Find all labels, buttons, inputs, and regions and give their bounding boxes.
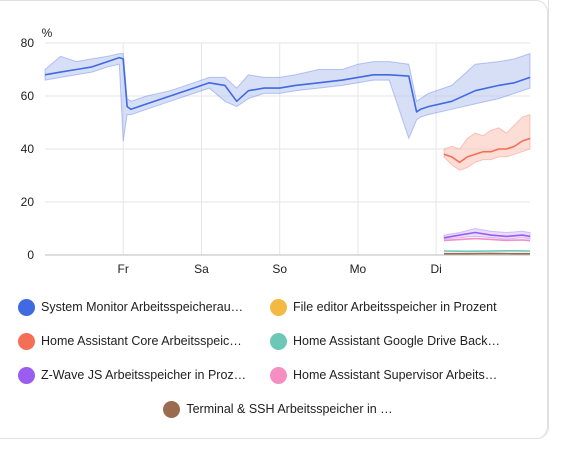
- series-line: [44, 56, 531, 113]
- legend-label: Home Assistant Supervisor Arbeits…: [293, 368, 498, 382]
- legend-swatch-icon: [163, 400, 181, 418]
- y-tick-label: 60: [21, 89, 35, 103]
- legend-item-ha-core[interactable]: Home Assistant Core Arbeitsspeic…: [18, 332, 270, 350]
- x-tick-label: Mo: [350, 262, 367, 276]
- x-tick-label: So: [272, 262, 287, 276]
- series-range-band: [44, 52, 531, 142]
- y-tick-label: 20: [21, 195, 35, 209]
- legend-swatch-icon: [270, 366, 287, 384]
- legend-row: Z-Wave JS Arbeitsspeicher in Proz… Home …: [18, 358, 538, 392]
- legend-row: Terminal & SSH Arbeitsspeicher in …: [18, 392, 538, 426]
- y-tick-label: 40: [21, 142, 35, 156]
- legend-item-file-editor[interactable]: File editor Arbeitsspeicher in Prozent: [270, 298, 522, 316]
- series-range-band: [443, 113, 531, 171]
- series-line: [443, 237, 531, 242]
- series-line: [443, 137, 531, 164]
- x-tick-label: Di: [430, 262, 441, 276]
- legend-swatch-icon: [18, 298, 35, 316]
- legend-row: System Monitor Arbeitsspeicherau… File e…: [18, 290, 538, 324]
- legend-item-system-monitor[interactable]: System Monitor Arbeitsspeicherau…: [18, 298, 270, 316]
- line-chart: 0 20 40 60 80 Fr Sa So Mo Di%: [21, 26, 531, 276]
- legend-label: Z-Wave JS Arbeitsspeicher in Proz…: [41, 368, 247, 382]
- legend-swatch-icon: [270, 298, 287, 316]
- legend-label: File editor Arbeitsspeicher in Prozent: [293, 300, 497, 314]
- legend-item-zwave-js[interactable]: Z-Wave JS Arbeitsspeicher in Proz…: [18, 366, 270, 384]
- legend-swatch-icon: [18, 366, 35, 384]
- legend-item-supervisor[interactable]: Home Assistant Supervisor Arbeits…: [270, 366, 522, 384]
- legend-label: System Monitor Arbeitsspeicherau…: [41, 300, 244, 314]
- legend-label: Home Assistant Google Drive Back…: [293, 334, 501, 348]
- y-tick-label: 0: [27, 248, 34, 262]
- series-line: [443, 231, 531, 239]
- x-tick-label: Fr: [118, 262, 129, 276]
- y-axis-unit-label: %: [42, 26, 53, 40]
- chart-legend: System Monitor Arbeitsspeicherau… File e…: [18, 290, 538, 426]
- legend-row: Home Assistant Core Arbeitsspeic… Home A…: [18, 324, 538, 358]
- x-tick-label: Sa: [194, 262, 209, 276]
- y-tick-label: 80: [21, 36, 35, 50]
- legend-label: Terminal & SSH Arbeitsspeicher in …: [186, 402, 393, 416]
- series-line: [443, 250, 531, 253]
- legend-swatch-icon: [18, 332, 35, 350]
- legend-item-google-drive-backup[interactable]: Home Assistant Google Drive Back…: [270, 332, 522, 350]
- chart-card: 0 20 40 60 80 Fr Sa So Mo Di% System Monitor Arbe…: [0, 0, 549, 439]
- legend-item-terminal-ssh[interactable]: Terminal & SSH Arbeitsspeicher in …: [163, 400, 393, 418]
- legend-label: Home Assistant Core Arbeitsspeic…: [41, 334, 242, 348]
- legend-swatch-icon: [270, 332, 287, 350]
